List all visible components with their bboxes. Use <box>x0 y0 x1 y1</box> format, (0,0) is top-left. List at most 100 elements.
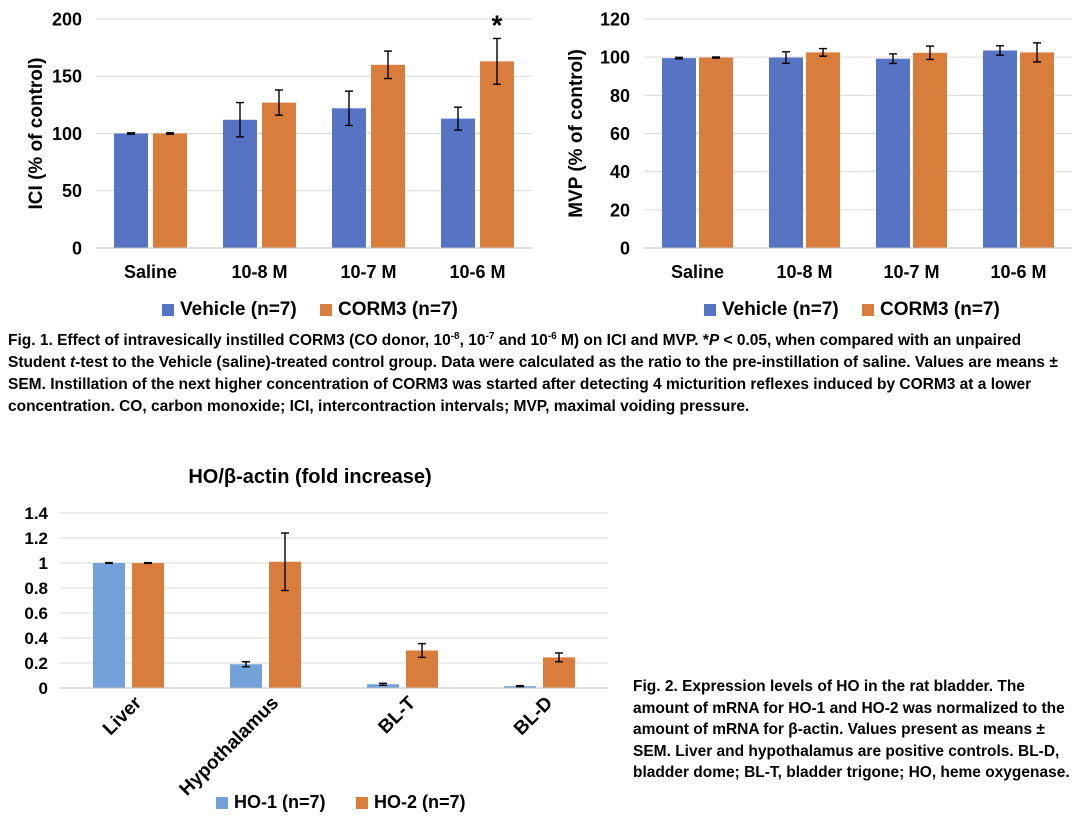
error-bar <box>418 642 426 659</box>
legend-swatch-corm3-n-7 <box>862 304 874 316</box>
y-tick-label: 150 <box>52 67 82 87</box>
fig1-caption: Fig. 1. Effect of intravesically instill… <box>8 330 1058 415</box>
y-tick-label: 1.2 <box>24 529 48 548</box>
legend-swatch-vehicle-n-7 <box>704 304 716 316</box>
bar-vehicle-n-7-saline <box>114 133 148 248</box>
y-tick-label: 1.4 <box>24 504 48 523</box>
bar-corm3-n-7-10-7-m <box>371 64 405 248</box>
error-bar <box>345 90 353 127</box>
legend-swatch-vehicle-n-7 <box>162 304 174 316</box>
y-tick-label: 0 <box>620 238 630 258</box>
y-tick-label: 200 <box>52 9 82 29</box>
x-category-label: 10-6 M <box>990 262 1046 282</box>
legend-swatch-ho-1-n-7 <box>216 797 228 809</box>
error-bar <box>493 37 501 85</box>
y-tick-label: 0 <box>72 238 82 258</box>
error-bar <box>889 53 897 65</box>
mvp-bar-chart: 0 20 40 60 80 100 120 Saline 10-8 M 10-7 M 10-6 M M… <box>566 9 1072 320</box>
bar-vehicle-n-7-10-8-m <box>223 119 257 248</box>
error-bar <box>127 132 135 135</box>
y-tick-label: 1 <box>39 554 48 573</box>
legend: Vehicle (n=7) CORM3 (n=7) <box>162 299 458 320</box>
error-bar <box>275 89 283 116</box>
y-tick-label: 0.6 <box>24 604 48 623</box>
legend-label: CORM3 (n=7) <box>880 299 1000 320</box>
bar-vehicle-n-7-10-7-m <box>332 108 366 248</box>
x-category-label: 10-6 M <box>449 262 505 282</box>
ho-bar-chart: 0 0.2 0.4 0.6 0.8 1 1.2 1.4 Liver Hypothalamus BL-… <box>24 466 608 812</box>
x-category-label: BL-D <box>510 693 557 740</box>
error-bar <box>819 47 827 57</box>
bar-vehicle-n-7-10-6-m <box>441 118 475 249</box>
error-bar <box>996 45 1004 56</box>
bar-ho-2-n-7-bl-d <box>543 657 575 688</box>
bar-corm3-n-7-saline <box>699 57 733 248</box>
error-bar <box>555 652 563 663</box>
y-tick-label: 80 <box>610 86 630 106</box>
error-bar <box>105 561 113 565</box>
bar-corm3-n-7-10-8-m <box>262 102 296 249</box>
bar-vehicle-n-7-10-8-m <box>769 57 803 248</box>
bar-ho-2-n-7-liver <box>132 563 164 688</box>
legend-label: Vehicle (n=7) <box>722 299 839 320</box>
bar-vehicle-n-7-10-6-m <box>983 50 1017 248</box>
error-bar <box>712 56 720 59</box>
legend-label: CORM3 (n=7) <box>338 299 458 320</box>
error-bar <box>242 661 250 668</box>
error-bar <box>379 682 387 686</box>
y-tick-label: 60 <box>610 124 630 144</box>
error-bar <box>516 684 524 688</box>
y-tick-label: 20 <box>610 200 630 220</box>
error-bar <box>454 106 462 131</box>
y-tick-label: 0.4 <box>24 629 48 648</box>
x-category-label: 10-8 M <box>776 262 832 282</box>
y-tick-label: 0.8 <box>24 579 48 598</box>
error-bar <box>926 45 934 61</box>
y-tick-label: 40 <box>610 162 630 182</box>
x-category-label: Hypothalamus <box>176 693 283 800</box>
error-bar <box>144 561 152 565</box>
error-bar <box>384 50 392 80</box>
significance-star: * <box>492 9 503 40</box>
y-axis-label: MVP (% of control) <box>566 49 587 218</box>
error-bar <box>236 101 244 138</box>
bar-vehicle-n-7-saline <box>662 58 696 248</box>
y-tick-label: 50 <box>62 181 82 201</box>
legend: HO-1 (n=7) HO-2 (n=7) <box>216 792 466 812</box>
chart-title: HO/β-actin (fold increase) <box>188 466 431 488</box>
x-category-label: 10-8 M <box>231 262 287 282</box>
bar-ho-1-n-7-liver <box>93 563 125 688</box>
legend-swatch-corm3-n-7 <box>320 304 332 316</box>
y-axis-label: ICI (% of control) <box>26 58 47 210</box>
error-bar <box>166 132 174 135</box>
y-tick-label: 0.2 <box>24 654 48 673</box>
legend-label: HO-1 (n=7) <box>234 792 326 812</box>
bar-vehicle-n-7-10-7-m <box>876 58 910 249</box>
y-tick-label: 100 <box>52 124 82 144</box>
ici-bar-chart: 0 50 100 150 200 * Saline 10-8 M 10-7 M 10-6 M ICI… <box>26 9 532 320</box>
y-tick-label: 0 <box>39 679 48 698</box>
y-tick-label: 100 <box>600 48 630 68</box>
fig2-caption: Fig. 2. Expression levels of HO in the r… <box>633 678 1070 781</box>
bar-corm3-n-7-saline <box>153 133 187 248</box>
y-tick-label: 120 <box>600 9 630 29</box>
bar-ho-1-n-7-hypothalamus <box>230 664 262 688</box>
x-category-label: 10-7 M <box>340 262 396 282</box>
x-category-label: Saline <box>671 262 724 282</box>
bar-corm3-n-7-10-6-m <box>1020 52 1054 249</box>
legend-swatch-ho-2-n-7 <box>356 797 368 809</box>
x-category-label: 10-7 M <box>883 262 939 282</box>
legend-label: Vehicle (n=7) <box>180 299 297 320</box>
bar-corm3-n-7-10-8-m <box>806 52 840 249</box>
bar-corm3-n-7-10-7-m <box>913 52 947 249</box>
bar-ho-1-n-7-bl-t <box>367 684 399 688</box>
error-bar <box>782 51 790 64</box>
x-category-label: Liver <box>99 692 146 739</box>
x-category-label: BL-T <box>375 692 421 738</box>
legend: Vehicle (n=7) CORM3 (n=7) <box>704 299 1000 320</box>
x-category-label: Saline <box>124 262 177 282</box>
error-bar <box>1033 42 1041 63</box>
error-bar <box>675 56 683 60</box>
error-bar <box>281 532 289 592</box>
legend-label: HO-2 (n=7) <box>374 792 466 812</box>
